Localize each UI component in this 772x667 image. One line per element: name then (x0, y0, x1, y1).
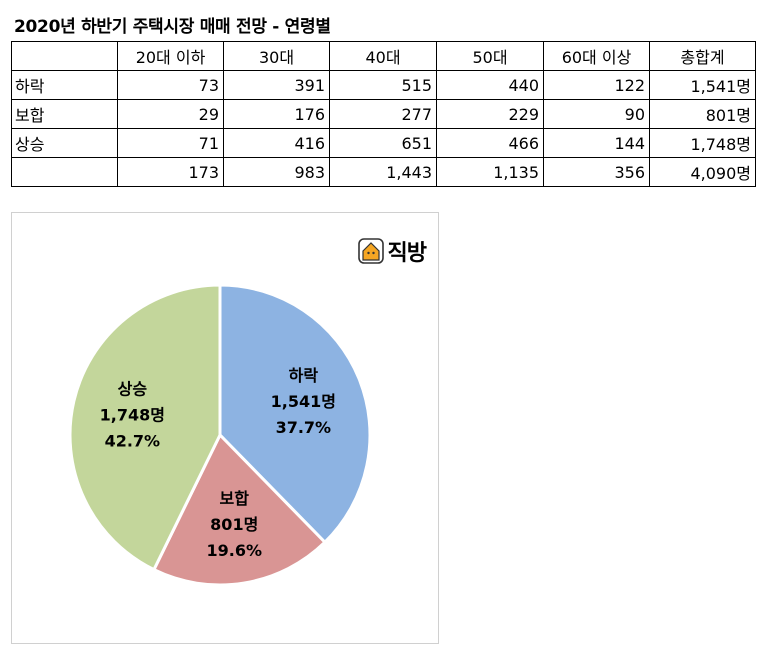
table-cell: 71 (117, 128, 224, 158)
row-label: 상승 (11, 128, 118, 158)
table-cell: 1,135 (436, 157, 544, 187)
table-cell: 416 (223, 128, 330, 158)
table-header-cell (11, 41, 118, 71)
table-cell: 391 (223, 70, 330, 100)
data-table: 20대 이하 30대 40대 50대 60대 이상 총합계 하락 73 391 … (11, 41, 756, 187)
table-cell: 466 (436, 128, 544, 158)
brand-logo: 직방 (357, 235, 427, 267)
table-cell: 983 (223, 157, 330, 187)
table-cell: 515 (329, 70, 437, 100)
table-header-row: 20대 이하 30대 40대 50대 60대 이상 총합계 (11, 41, 756, 71)
table-row: 상승 71 416 651 466 144 1,748명 (11, 128, 756, 158)
table-cell: 176 (223, 99, 330, 129)
table-cell: 1,748명 (649, 128, 756, 158)
slice-label-percent: 42.7% (105, 432, 161, 451)
row-label (11, 157, 118, 187)
table-row: 하락 73 391 515 440 122 1,541명 (11, 70, 756, 100)
table-cell: 801명 (649, 99, 756, 129)
table-cell: 1,541명 (649, 70, 756, 100)
row-label: 보합 (11, 99, 118, 129)
table-header-cell: 총합계 (649, 41, 756, 71)
slice-label-name: 보합 (220, 489, 250, 508)
table-cell: 144 (543, 128, 650, 158)
table-cell: 29 (117, 99, 224, 129)
pie-chart-panel: 직방 하락 1,541명 37.7% 보합 801명 19.6% 상승 1,748명 42.7% (11, 212, 439, 644)
table-cell: 4,090명 (649, 157, 756, 187)
row-label: 하락 (11, 70, 118, 100)
slice-label-value: 801명 (210, 515, 258, 534)
pie-slice-0 (218, 283, 372, 545)
house-icon (357, 238, 384, 264)
table-header-cell: 50대 (436, 41, 544, 71)
pie-slice-1 (151, 432, 327, 587)
table-cell: 1,443 (329, 157, 437, 187)
table-header-cell: 30대 (223, 41, 330, 71)
slice-label-percent: 37.7% (276, 418, 332, 437)
table-cell: 229 (436, 99, 544, 129)
brand-logo-text: 직방 (387, 241, 427, 266)
page-title: 2020년 하반기 주택시장 매매 전망 - 연령별 (14, 17, 331, 37)
slice-label-value: 1,748명 (100, 406, 165, 425)
slice-label-name: 하락 (289, 366, 319, 385)
slice-label-name: 상승 (118, 380, 148, 399)
table-cell: 173 (117, 157, 224, 187)
table-header-cell: 20대 이하 (117, 41, 224, 71)
table-header-cell: 60대 이상 (543, 41, 650, 71)
table-cell: 90 (543, 99, 650, 129)
table-cell: 356 (543, 157, 650, 187)
table-cell: 651 (329, 128, 437, 158)
table-row: 보합 29 176 277 229 90 801명 (11, 99, 756, 129)
table-header-cell: 40대 (329, 41, 437, 71)
table-cell: 277 (329, 99, 437, 129)
slice-label-percent: 19.6% (206, 541, 262, 560)
table-cell: 440 (436, 70, 544, 100)
table-row-total: 173 983 1,443 1,135 356 4,090명 (11, 157, 756, 187)
pie-slice-2 (68, 283, 222, 572)
slice-label-value: 1,541명 (271, 392, 336, 411)
table-cell: 122 (543, 70, 650, 100)
pie-chart: 하락 1,541명 37.7% 보합 801명 19.6% 상승 1,748명 42.7% (68, 283, 372, 587)
table-cell: 73 (117, 70, 224, 100)
